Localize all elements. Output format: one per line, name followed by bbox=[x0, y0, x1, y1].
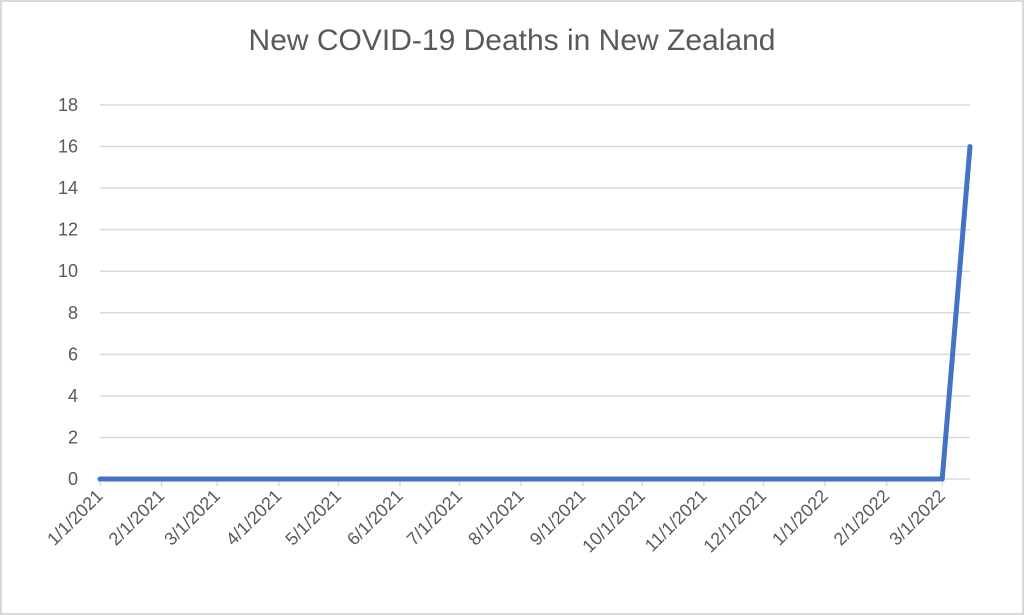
x-tick-label: 2/1/2021 bbox=[105, 486, 169, 550]
x-tick-label: 2/1/2022 bbox=[830, 486, 894, 550]
y-tick-label: 0 bbox=[68, 469, 78, 489]
x-tick-label: 5/1/2021 bbox=[281, 486, 345, 550]
x-tick-label: 12/1/2021 bbox=[699, 486, 770, 557]
y-tick-label: 16 bbox=[58, 137, 78, 157]
y-tick-label: 2 bbox=[68, 427, 78, 447]
x-tick-label: 4/1/2021 bbox=[222, 486, 286, 550]
y-tick-label: 12 bbox=[58, 220, 78, 240]
x-tick-label: 7/1/2021 bbox=[403, 486, 467, 550]
x-tick-label: 10/1/2021 bbox=[578, 486, 649, 557]
chart-title: New COVID-19 Deaths in New Zealand bbox=[248, 24, 776, 57]
x-tick-label: 11/1/2021 bbox=[641, 486, 711, 556]
x-tick-label: 8/1/2021 bbox=[464, 486, 528, 550]
y-tick-label: 10 bbox=[58, 261, 78, 281]
x-tick-label: 1/1/2021 bbox=[43, 486, 107, 550]
x-tick-label: 3/1/2021 bbox=[160, 486, 224, 550]
y-tick-label: 6 bbox=[68, 344, 78, 364]
x-tick-label: 1/1/2022 bbox=[768, 486, 832, 550]
x-tick-label: 6/1/2021 bbox=[343, 486, 407, 550]
y-tick-label: 4 bbox=[68, 386, 78, 406]
y-tick-label: 18 bbox=[58, 95, 78, 115]
y-tick-label: 14 bbox=[58, 178, 78, 198]
x-tick-label: 3/1/2022 bbox=[885, 486, 949, 550]
y-tick-label: 8 bbox=[68, 303, 78, 323]
